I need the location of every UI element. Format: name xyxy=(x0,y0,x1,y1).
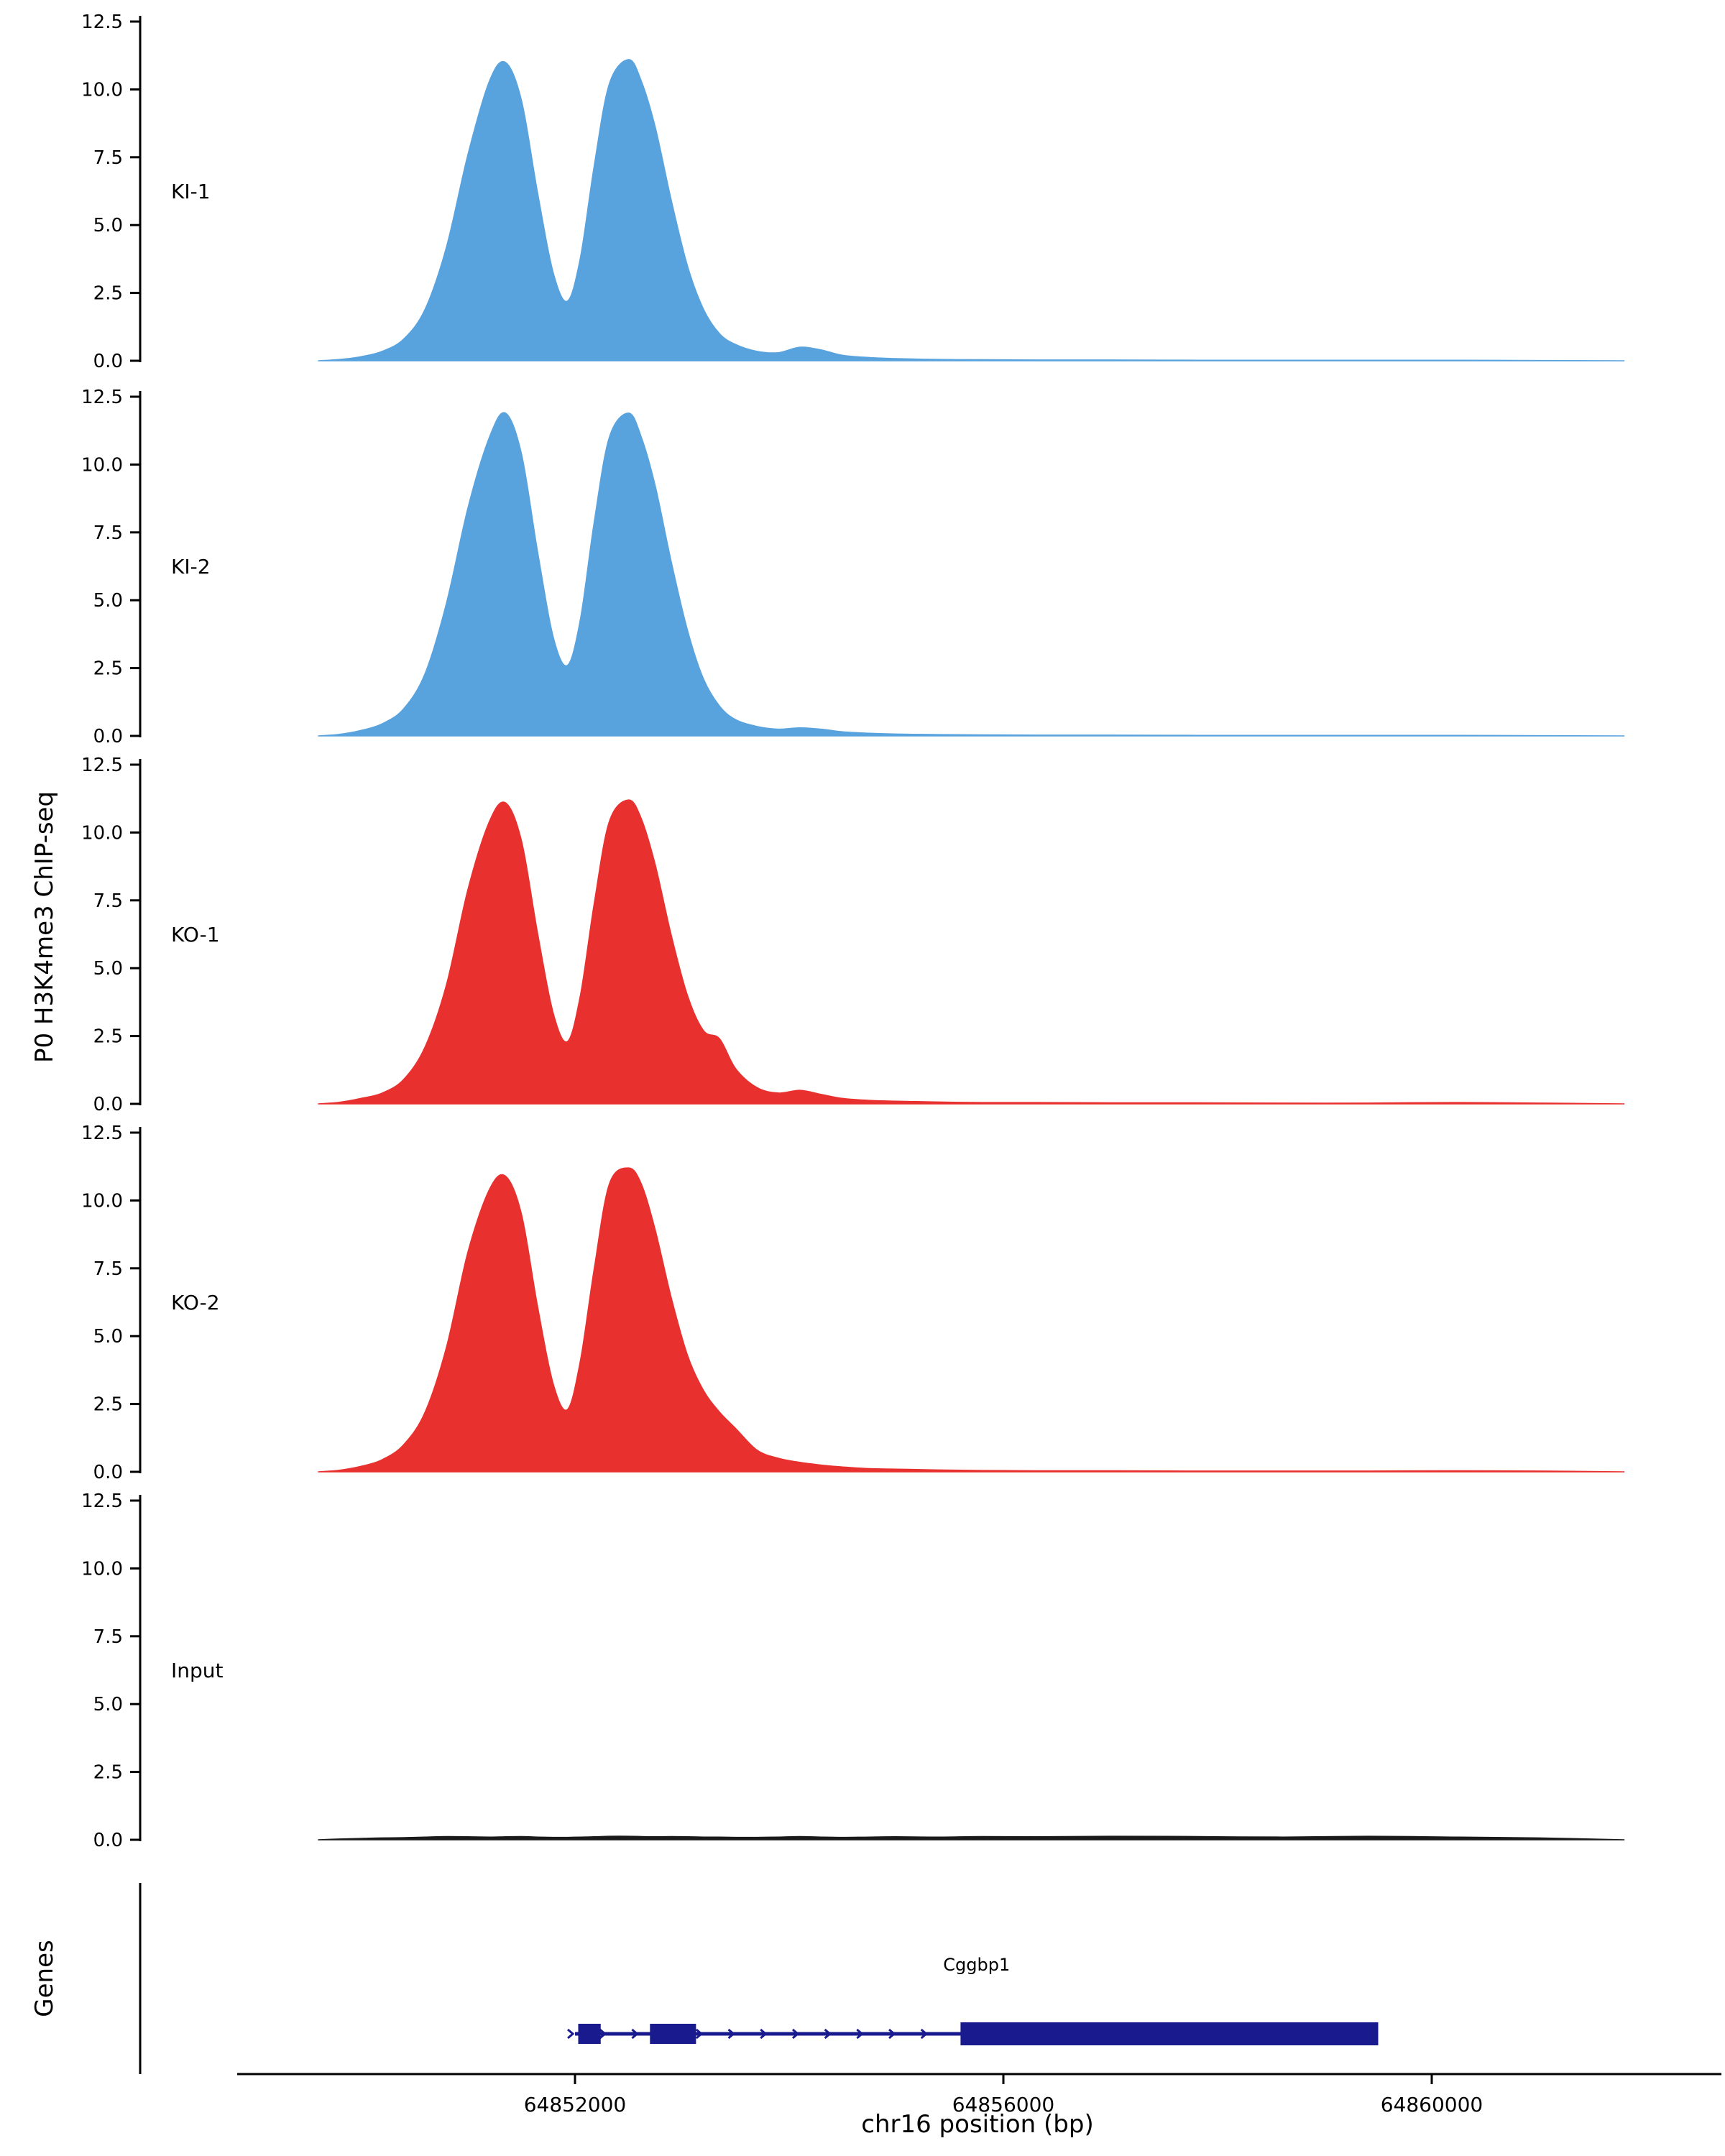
y-tick-label: 2.5 xyxy=(93,1394,123,1416)
y-tick-label: 12.5 xyxy=(81,387,123,408)
strand-arrow-icon xyxy=(791,2028,800,2040)
y-tick-label: 12.5 xyxy=(81,11,123,33)
y-tick-label: 0.0 xyxy=(93,1094,123,1115)
y-tick-label: 12.5 xyxy=(81,1123,123,1144)
strand-arrow-icon xyxy=(920,2028,929,2040)
track-label: KI-2 xyxy=(171,555,211,579)
strand-arrow-icon xyxy=(695,2028,704,2040)
y-tick-label: 10.0 xyxy=(81,454,123,476)
track-area-input xyxy=(318,1835,1625,1841)
strand-arrow-icon xyxy=(631,2028,639,2040)
y-tick-label: 5.0 xyxy=(93,590,123,612)
x-tick-label: 64852000 xyxy=(524,2093,627,2116)
y-tick-label: 12.5 xyxy=(81,755,123,776)
y-tick-label: 2.5 xyxy=(93,1762,123,1784)
y-tick-label: 7.5 xyxy=(93,1258,123,1280)
y-tick-label: 10.0 xyxy=(81,1190,123,1212)
y-tick-label: 0.0 xyxy=(93,726,123,747)
gene-exon xyxy=(650,2024,696,2044)
gene-name-label: Cggbp1 xyxy=(943,1955,1010,1975)
y-tick-label: 10.0 xyxy=(81,822,123,844)
strand-arrow-icon xyxy=(727,2028,735,2040)
y-tick-label: 10.0 xyxy=(81,1558,123,1580)
y-tick-label: 5.0 xyxy=(93,958,123,980)
y-tick-label: 2.5 xyxy=(93,283,123,305)
y-tick-label: 2.5 xyxy=(93,658,123,680)
y-tick-label: 5.0 xyxy=(93,1694,123,1715)
y-tick-label: 7.5 xyxy=(93,890,123,912)
track-label: KI-1 xyxy=(171,180,211,203)
strand-arrow-icon xyxy=(824,2028,832,2040)
track-label: Input xyxy=(171,1659,224,1682)
track-area-ki-2 xyxy=(318,412,1625,737)
gene-exon xyxy=(578,2024,601,2044)
strand-arrow-icon xyxy=(856,2028,864,2040)
track-label: KO-1 xyxy=(171,923,220,946)
strand-arrow-icon xyxy=(567,2028,575,2040)
y-tick-label: 5.0 xyxy=(93,215,123,236)
track-area-ko-2 xyxy=(318,1167,1625,1473)
y-tick-label: 0.0 xyxy=(93,1830,123,1851)
y-tick-label: 7.5 xyxy=(93,147,123,169)
strand-arrow-icon xyxy=(599,2028,607,2040)
strand-arrow-icon xyxy=(888,2028,896,2040)
x-tick-label: 64856000 xyxy=(952,2093,1055,2116)
y-tick-label: 2.5 xyxy=(93,1026,123,1048)
y-tick-label: 7.5 xyxy=(93,522,123,544)
y-tick-label: 5.0 xyxy=(93,1326,123,1348)
y-tick-label: 12.5 xyxy=(81,1491,123,1512)
y-tick-label: 0.0 xyxy=(93,351,123,372)
gene-exon-large xyxy=(960,2022,1379,2045)
strand-arrow-icon xyxy=(760,2028,768,2040)
y-tick-label: 10.0 xyxy=(81,79,123,101)
track-area-ki-1 xyxy=(318,59,1625,361)
x-tick-label: 64860000 xyxy=(1381,2093,1484,2116)
y-tick-label: 0.0 xyxy=(93,1462,123,1483)
track-label: KO-2 xyxy=(171,1291,220,1314)
x-axis-title: chr16 position (bp) xyxy=(861,2110,1094,2139)
track-area-ko-1 xyxy=(318,799,1625,1105)
y-tick-label: 7.5 xyxy=(93,1626,123,1648)
